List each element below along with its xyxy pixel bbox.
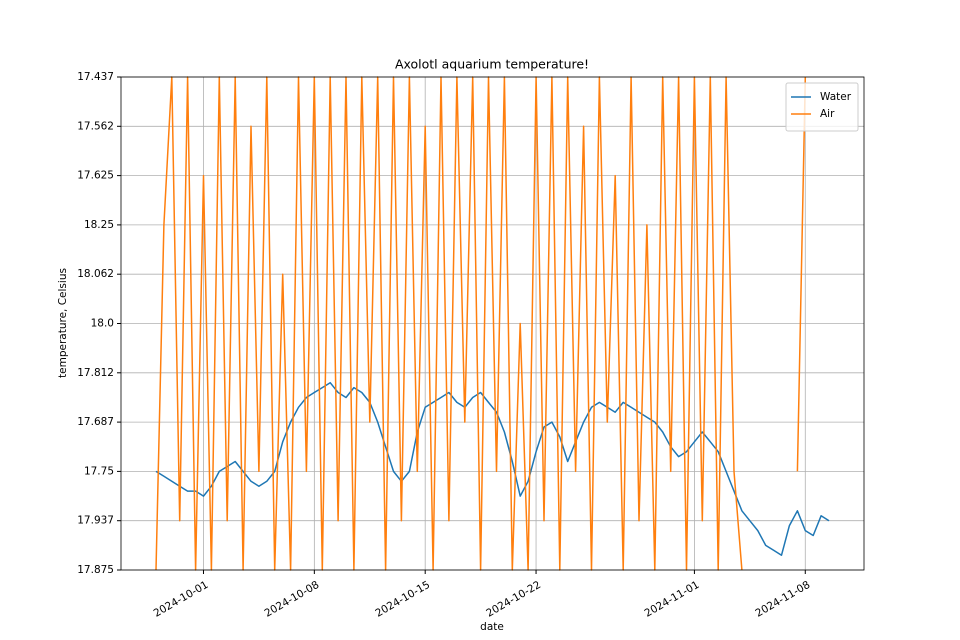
y-tick-label: 17.937	[77, 515, 114, 527]
x-tick-label: 2024-11-01	[643, 579, 702, 620]
legend-label: Water	[820, 91, 852, 103]
x-tick-label: 2024-10-22	[484, 579, 543, 620]
y-tick-label: 17.875	[77, 564, 114, 576]
x-tick-label: 2024-10-08	[262, 579, 321, 620]
series-line	[155, 76, 807, 571]
plot-frame	[120, 76, 865, 571]
legend-label: Air	[820, 108, 835, 120]
y-axis-label: temperature, Celsius	[57, 268, 69, 378]
chart-title: Axolotl aquarium temperature!	[395, 57, 589, 72]
y-tick-label: 17.687	[77, 416, 114, 428]
y-tick-label: 17.562	[77, 120, 114, 132]
y-tick-label: 17.625	[77, 170, 114, 182]
y-tick-label: 18.0	[91, 318, 114, 330]
y-tick-label: 18.062	[77, 268, 114, 280]
legend: Water Air	[785, 82, 859, 132]
y-tick-label: 17.812	[77, 367, 114, 379]
y-tick-label: 18.25	[84, 219, 114, 231]
x-tick-label: 2024-10-01	[152, 579, 211, 620]
x-tick-label: 2024-11-08	[753, 579, 812, 620]
y-tick-label: 17.75	[84, 465, 114, 477]
x-tick-label: 2024-10-15	[373, 579, 432, 620]
y-tick-label: 17.437	[77, 71, 114, 83]
x-axis-label: date	[480, 621, 504, 633]
legend-box	[785, 82, 859, 132]
